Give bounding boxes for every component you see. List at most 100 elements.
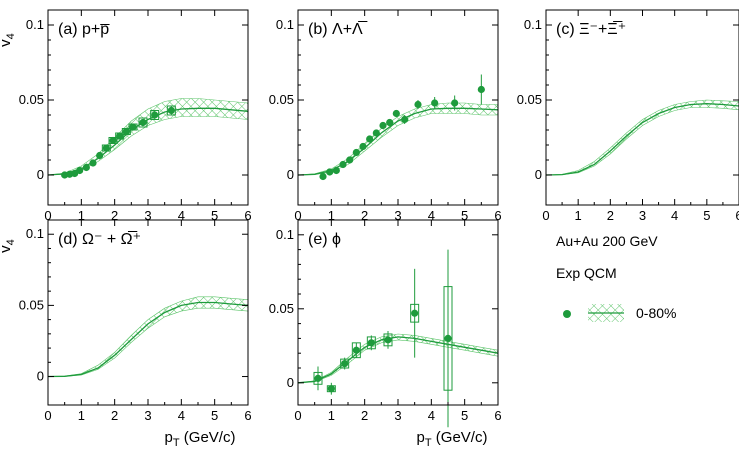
data-point-b-13 (414, 100, 422, 109)
data-point-a-6 (96, 151, 104, 160)
data-point-a-5 (89, 159, 97, 167)
data-point-e-3 (352, 346, 360, 354)
x-tick-label-a-6: 6 (244, 208, 251, 223)
x-tick-label-d-2: 2 (111, 408, 118, 423)
y-tick-label-a-0: 0 (37, 167, 44, 182)
data-point-b-3 (339, 160, 347, 169)
data-point-b-9 (379, 121, 387, 130)
y-tick-label-c-0: 0 (535, 167, 542, 182)
x-tick-label-c-2: 2 (607, 208, 614, 223)
data-point-b-10 (386, 118, 394, 127)
x-tick-label-c-5: 5 (703, 208, 710, 223)
data-point-e-6 (411, 309, 419, 317)
x-tick-label-d-0: 0 (44, 408, 51, 423)
y-tick-label-e-2: 0.1 (276, 227, 294, 242)
data-point-b-0 (319, 172, 327, 181)
y-tick-label-d-0: 0 (37, 369, 44, 384)
y-tick-label-b-0: 0 (287, 167, 294, 182)
data-point-b-11 (392, 109, 400, 118)
x-tick-label-b-2: 2 (361, 208, 368, 223)
x-tick-label-a-4: 4 (178, 208, 185, 223)
y-tick-label-d-1: 0.05 (19, 297, 44, 312)
data-point-a-9 (116, 132, 124, 140)
x-tick-label-e-6: 6 (494, 408, 501, 423)
x-axis-title-right: pT (GeV/c) (417, 429, 488, 449)
data-point-b-8 (372, 129, 380, 137)
panel-label-d: (d) Ω⁻ + Ω̅⁺ (58, 230, 141, 248)
x-tick-label-b-6: 6 (494, 208, 501, 223)
data-point-e-0 (314, 374, 322, 382)
data-point-a-4 (82, 163, 90, 172)
x-tick-label-d-1: 1 (78, 408, 85, 423)
y-tick-label-b-1: 0.05 (269, 92, 294, 107)
x-tick-label-b-4: 4 (428, 208, 435, 223)
x-tick-label-a-2: 2 (111, 208, 118, 223)
data-point-a-8 (109, 136, 117, 145)
y-tick-label-d-2: 0.1 (26, 226, 44, 241)
theory-curve-d (48, 301, 248, 378)
data-point-b-16 (477, 85, 485, 94)
data-point-a-7 (102, 144, 110, 152)
data-point-b-5 (352, 148, 360, 157)
data-point-e-4 (367, 339, 375, 347)
x-axis-title-left: pT (GeV/c) (165, 429, 236, 449)
x-tick-label-a-5: 5 (211, 208, 218, 223)
data-point-a-12 (139, 118, 147, 127)
x-tick-label-b-3: 3 (394, 208, 401, 223)
theory-curve-c (546, 103, 739, 176)
y-tick-label-a-2: 0.1 (26, 17, 44, 32)
y-tick-label-e-1: 0.05 (269, 301, 294, 316)
panel-d-omega: 0 1 2 3 4 5 6 0 0.05 0.1 (d) Ω⁻ + Ω̅⁺ (19, 219, 252, 423)
x-tick-label-c-4: 4 (671, 208, 678, 223)
x-tick-label-d-5: 5 (211, 408, 218, 423)
panel-a-pp: 0 1 2 3 4 5 6 0 0.05 0.1 (a) p+p̅ (19, 9, 252, 223)
data-point-e-1 (327, 385, 335, 393)
sys-box-a-12 (138, 117, 148, 128)
x-tick-label-c-1: 1 (575, 208, 582, 223)
panel-e-phi: 0 1 2 3 4 5 6 0 0.05 0.1 (e) ϕ (269, 219, 502, 428)
panel-label-a: (a) p+p̅ (58, 21, 110, 38)
x-tick-label-c-6: 6 (735, 208, 739, 223)
data-point-a-11 (129, 123, 137, 131)
data-point-b-2 (332, 166, 340, 175)
x-tick-label-a-1: 1 (78, 208, 85, 223)
theory-band-c (546, 99, 739, 176)
y-axis-title-bottom: v4 (0, 239, 17, 253)
theory-band-a (48, 98, 248, 176)
y-axis-title-top: v4 (0, 33, 17, 47)
data-point-a-13 (151, 111, 159, 119)
x-tick-label-b-1: 1 (328, 208, 335, 223)
data-point-b-15 (451, 99, 459, 107)
x-tick-label-c-3: 3 (639, 208, 646, 223)
x-tick-label-d-3: 3 (144, 408, 151, 423)
data-point-b-6 (359, 142, 367, 151)
y-tick-label-c-2: 0.1 (524, 17, 542, 32)
x-tick-label-e-2: 2 (361, 408, 368, 423)
data-point-b-14 (431, 99, 439, 107)
x-tick-label-c-0: 0 (542, 208, 549, 223)
x-tick-label-b-0: 0 (294, 208, 301, 223)
panel-c-xi: 0 1 2 3 4 5 6 0 0.05 0.1 (c) Ξ⁻+Ξ̅⁺ (517, 9, 739, 223)
legend: Au+Au 200 GeV Exp QCM 0-80% (556, 233, 676, 322)
data-point-b-1 (326, 168, 334, 176)
y-tick-label-b-2: 0.1 (276, 17, 294, 32)
x-tick-label-b-5: 5 (461, 208, 468, 223)
x-tick-label-e-4: 4 (428, 408, 435, 423)
data-point-b-7 (366, 135, 374, 143)
legend-header: Exp QCM (556, 265, 617, 281)
panel-label-b: (b) Λ+Λ̅ (308, 20, 368, 38)
data-point-e-2 (341, 359, 349, 368)
data-point-a-14 (167, 106, 175, 115)
x-tick-label-a-0: 0 (44, 208, 51, 223)
x-tick-label-d-6: 6 (244, 408, 251, 423)
legend-entry: 0-80% (636, 305, 676, 321)
y-tick-label-c-1: 0.05 (517, 92, 542, 107)
legend-data-marker (563, 310, 571, 318)
theory-curve-e (298, 336, 498, 384)
y-tick-label-e-0: 0 (287, 375, 294, 390)
data-point-b-4 (346, 156, 354, 164)
x-tick-label-e-5: 5 (461, 408, 468, 423)
x-tick-label-e-3: 3 (394, 408, 401, 423)
x-tick-label-a-3: 3 (144, 208, 151, 223)
